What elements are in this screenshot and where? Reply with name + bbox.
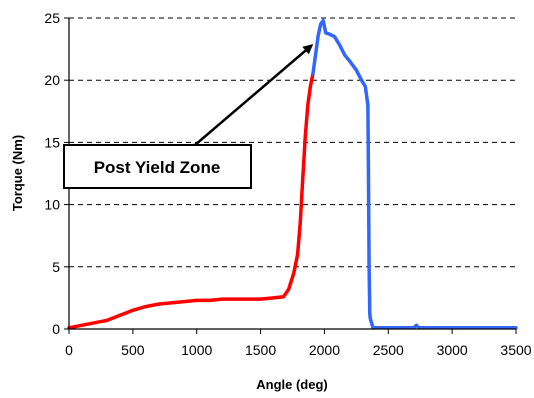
y-axis-title: Torque (Nm) [10, 135, 25, 211]
tick-labels: 0 5 10 15 20 25 0 500 1000 1500 2000 2500 3000 3500 [44, 10, 531, 358]
series-line-2 [311, 18, 518, 330]
annotation-box [63, 144, 252, 189]
series-line-1 [67, 72, 315, 330]
y-tick-label: 15 [44, 134, 60, 150]
x-tick-label: 0 [65, 342, 73, 358]
y-tick-label: 20 [44, 72, 60, 88]
post-yield-annotation: Post Yield Zone [63, 44, 314, 189]
x-axis-title: Angle (deg) [256, 377, 328, 392]
y-tick-label: 10 [44, 197, 60, 213]
x-tick-label: 1000 [181, 342, 212, 358]
data-series [67, 18, 518, 330]
y-tick-label: 0 [52, 321, 60, 337]
y-tick-label: 25 [44, 10, 60, 26]
x-tick-label: 2000 [309, 342, 340, 358]
x-tick-label: 3000 [437, 342, 468, 358]
gridlines [69, 17, 516, 268]
annotation-arrow [194, 44, 314, 146]
x-tick-label: 2500 [373, 342, 404, 358]
x-tick-label: 1500 [245, 342, 276, 358]
x-tick-label: 500 [121, 342, 145, 358]
x-tick-label: 3500 [500, 342, 531, 358]
annotation-label: Post Yield Zone [94, 158, 221, 177]
y-tick-label: 5 [52, 259, 60, 275]
